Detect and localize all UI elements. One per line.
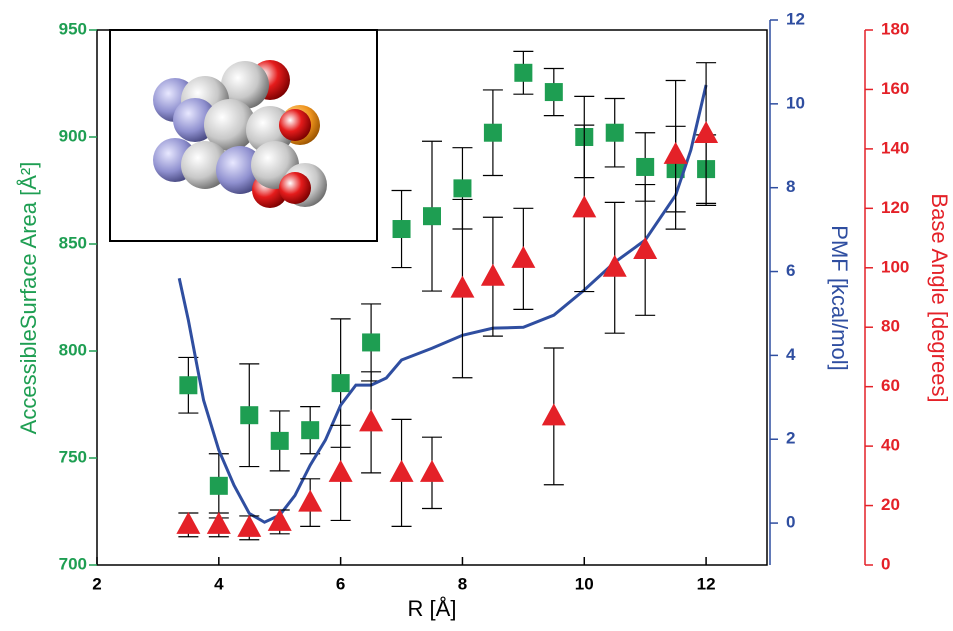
triangle-marker	[329, 460, 353, 482]
y3-tick-label: 0	[881, 554, 890, 573]
y-tick-label: 700	[59, 554, 87, 573]
triangle-marker	[390, 460, 414, 482]
y3-tick-label: 60	[881, 376, 900, 395]
x-tick-label: 12	[697, 574, 716, 593]
y2-tick-label: 12	[786, 9, 805, 28]
square-marker	[179, 376, 197, 394]
triangle-marker	[664, 142, 688, 164]
x-tick-label: 2	[92, 574, 101, 593]
y-tick-label: 900	[59, 126, 87, 145]
y2-tick-label: 8	[786, 177, 795, 196]
square-marker	[606, 124, 624, 142]
square-marker	[271, 432, 289, 450]
triangle-marker	[511, 246, 535, 268]
triangle-marker	[603, 255, 627, 277]
y2-tick-label: 10	[786, 93, 805, 112]
y2-tick-label: 6	[786, 261, 795, 280]
y3-tick-label: 20	[881, 495, 900, 514]
y3-tick-label: 180	[881, 19, 909, 38]
square-marker	[393, 220, 411, 238]
square-marker	[545, 83, 563, 101]
x-tick-label: 10	[575, 574, 594, 593]
square-marker	[210, 477, 228, 495]
square-marker	[514, 64, 532, 82]
triangle-marker	[450, 276, 474, 298]
triangle-marker	[420, 460, 444, 482]
square-marker	[636, 158, 654, 176]
y3-tick-label: 40	[881, 436, 900, 455]
y2-tick-label: 0	[786, 513, 795, 532]
chart: R [Å] AccessibleSurface Area [Å²] PMF [k…	[0, 0, 953, 631]
x-tick-label: 6	[336, 574, 345, 593]
y3-tick-label: 140	[881, 138, 909, 157]
square-marker	[362, 333, 380, 351]
triangle-marker	[176, 512, 200, 534]
square-marker	[484, 124, 502, 142]
triangle-marker	[542, 403, 566, 425]
y-axis-label: AccessibleSurface Area [Å²]	[16, 162, 41, 435]
x-tick-label: 8	[458, 574, 467, 593]
y-tick-label: 800	[59, 340, 87, 359]
square-marker	[423, 207, 441, 225]
triangle-marker	[207, 512, 231, 534]
y2-tick-label: 2	[786, 429, 795, 448]
y3-axis-label: Base Angle [degrees]	[927, 193, 952, 402]
y-tick-label: 950	[59, 19, 87, 38]
y-tick-label: 750	[59, 447, 87, 466]
x-tick-label: 4	[214, 574, 224, 593]
x-axis-label: R [Å]	[408, 596, 457, 621]
y3-tick-label: 120	[881, 198, 909, 217]
y3-tick-label: 80	[881, 317, 900, 336]
triangle-marker	[359, 409, 383, 431]
y-tick-label: 850	[59, 233, 87, 252]
y3-tick-label: 100	[881, 257, 909, 276]
triangle-marker	[572, 195, 596, 217]
molecule-inset	[110, 30, 377, 241]
square-marker	[240, 406, 258, 424]
square-marker	[332, 374, 350, 392]
y2-axis-label: PMF [kcal/mol]	[827, 225, 852, 370]
triangle-marker	[298, 490, 322, 512]
square-marker	[301, 421, 319, 439]
y3-tick-label: 160	[881, 79, 909, 98]
y2-tick-label: 4	[786, 345, 796, 364]
square-marker	[453, 179, 471, 197]
triangle-marker	[481, 264, 505, 286]
